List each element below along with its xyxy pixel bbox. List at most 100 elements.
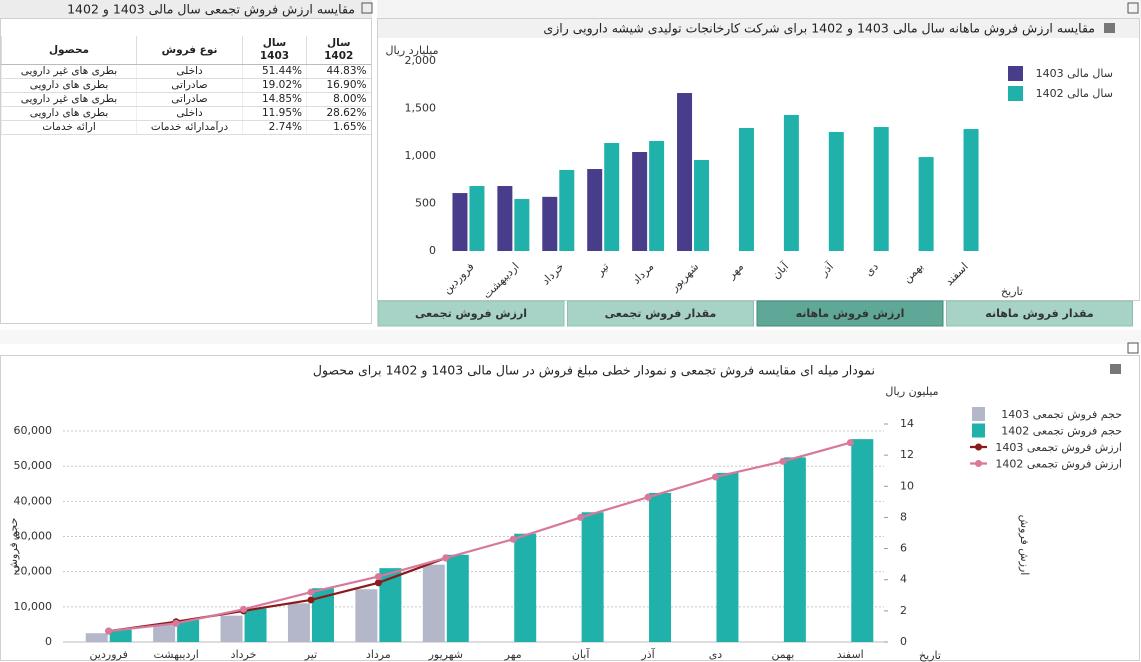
bar <box>452 193 468 251</box>
point <box>307 596 315 604</box>
tab-label[interactable]: ارزش فروش تجمعی <box>415 307 527 320</box>
table-cell: 51.44% <box>242 64 307 79</box>
tick-label: 50,000 <box>14 459 53 472</box>
bar <box>828 131 844 251</box>
x-axis-title: تاریخ <box>919 649 941 662</box>
chart-title: نمودار میله ای مقایسه فروش تجمعی و نمودا… <box>313 363 875 379</box>
legend-label[interactable]: حجم فروش تجمعی 1402 <box>1001 425 1122 438</box>
tab-label[interactable]: مقدار فروش ماهانه <box>985 307 1093 320</box>
axis-unit: میلیون ریال <box>885 385 938 398</box>
bar <box>873 127 889 251</box>
legend-label[interactable]: ارزش فروش تجمعی 1403 <box>995 441 1122 454</box>
bar <box>716 472 739 642</box>
point <box>711 473 719 481</box>
point <box>240 605 248 613</box>
table-row: 1.65% 2.74% درآمدارائه خدمات ارائه خدمات <box>1 120 371 135</box>
tick-label: 2,000 <box>405 54 437 67</box>
legend-swatch <box>972 407 985 421</box>
maximize-icon[interactable] <box>1127 2 1139 14</box>
bar <box>469 186 485 251</box>
legend-label[interactable]: حجم فروش تجمعی 1403 <box>1001 408 1122 421</box>
tick-label: 4 <box>900 573 907 586</box>
table-row: 8.00% 14.85% صادراتی بطری های غیر دارویی <box>1 92 371 107</box>
axis-unit: میلیارد ریال <box>386 44 439 57</box>
point <box>577 513 585 521</box>
tab[interactable] <box>756 300 944 327</box>
bar <box>85 633 108 642</box>
x-tick-label: آذر <box>640 647 655 661</box>
x-tick-label: آبان <box>572 647 590 661</box>
legend-label[interactable]: سال مالی 1403 <box>1036 67 1113 80</box>
bar <box>514 533 537 642</box>
column-header[interactable]: نوع فروش <box>136 36 243 65</box>
bar <box>244 608 267 642</box>
x-tick-label: اسفند <box>837 648 864 661</box>
point <box>644 493 652 501</box>
tick-label: 2 <box>900 604 907 617</box>
panel-title: مقایسه ارزش فروش تجمعی سال مالی 1403 و 1… <box>67 2 355 18</box>
tab[interactable] <box>946 300 1133 327</box>
column-header[interactable]: سال 1402 <box>306 36 371 65</box>
bar <box>783 457 806 642</box>
x-tick-label: مرداد <box>366 648 391 661</box>
table-cell: 16.90% <box>306 78 371 93</box>
tick-label: 60,000 <box>14 424 53 437</box>
table-header: سال 1402 سال 1403 نوع فروش محصول <box>1 36 371 65</box>
table-row: 44.83% 51.44% داخلی بطری های غیر دارویی <box>1 64 371 79</box>
tick-label: 20,000 <box>14 565 53 578</box>
x-axis-title: تاریخ <box>1001 285 1023 298</box>
bar <box>379 568 402 642</box>
maximize-icon[interactable] <box>1127 342 1139 354</box>
maximize-icon[interactable] <box>361 2 373 14</box>
tab-label[interactable]: مقدار فروش تجمعی <box>605 307 717 320</box>
legend-label[interactable]: ارزش فروش تجمعی 1402 <box>995 458 1122 471</box>
chart-header <box>378 19 1139 38</box>
legend-marker <box>975 460 982 467</box>
bar <box>220 615 243 642</box>
panel-header <box>0 330 1141 344</box>
x-tick-label: بهمن <box>771 648 794 661</box>
bar <box>422 564 445 642</box>
sales-table: سال 1402 سال 1403 نوع فروش محصول 44.83% 5… <box>1 36 371 135</box>
tab-label[interactable]: ارزش فروش ماهانه <box>796 307 905 320</box>
tab[interactable] <box>377 300 565 327</box>
bar <box>851 439 874 642</box>
legend-label[interactable]: سال مالی 1402 <box>1036 87 1113 100</box>
panel-header <box>377 0 1141 18</box>
bar <box>649 140 665 251</box>
table-cell: صادراتی <box>136 78 243 93</box>
column-header[interactable]: محصول <box>1 36 137 65</box>
point <box>307 588 315 596</box>
column-header[interactable]: سال 1403 <box>242 36 307 65</box>
print-icon[interactable] <box>1104 23 1115 33</box>
legend-marker <box>975 443 982 451</box>
legend-swatch <box>1008 66 1023 81</box>
bar <box>542 196 558 251</box>
print-icon[interactable] <box>1110 364 1121 374</box>
table-cell: 19.02% <box>242 78 307 93</box>
tab[interactable] <box>567 300 754 327</box>
panel-frame <box>0 355 1140 661</box>
y-axis-title: حجم فروش <box>7 518 20 573</box>
chart-title: مقایسه ارزش فروش ماهانه سال مالی 1403 و … <box>543 21 1095 37</box>
bar <box>963 129 979 251</box>
bar <box>497 186 513 251</box>
table-row: 16.90% 19.02% صادراتی بطری های دارویی <box>1 78 371 93</box>
tick-label: 40,000 <box>14 494 53 507</box>
table-row: 28.62% 11.95% داخلی بطری های دارویی <box>1 106 371 121</box>
table-cell: 2.74% <box>242 120 307 135</box>
tick-label: 1,500 <box>405 102 437 115</box>
tick-label: 500 <box>415 197 436 210</box>
table-cell: درآمدارائه خدمات <box>136 120 243 135</box>
table-cell: بطری های غیر دارویی <box>1 92 137 107</box>
table-cell: 28.62% <box>306 106 371 121</box>
x-tick-label: شهریور <box>428 648 463 661</box>
panel-frame <box>377 18 1140 301</box>
legend-swatch <box>972 423 985 438</box>
bar <box>581 512 604 642</box>
x-tick-label: فروردین <box>90 648 128 661</box>
point <box>442 554 450 562</box>
table-cell: بطری های دارویی <box>1 106 137 121</box>
legend-swatch <box>1008 86 1023 101</box>
